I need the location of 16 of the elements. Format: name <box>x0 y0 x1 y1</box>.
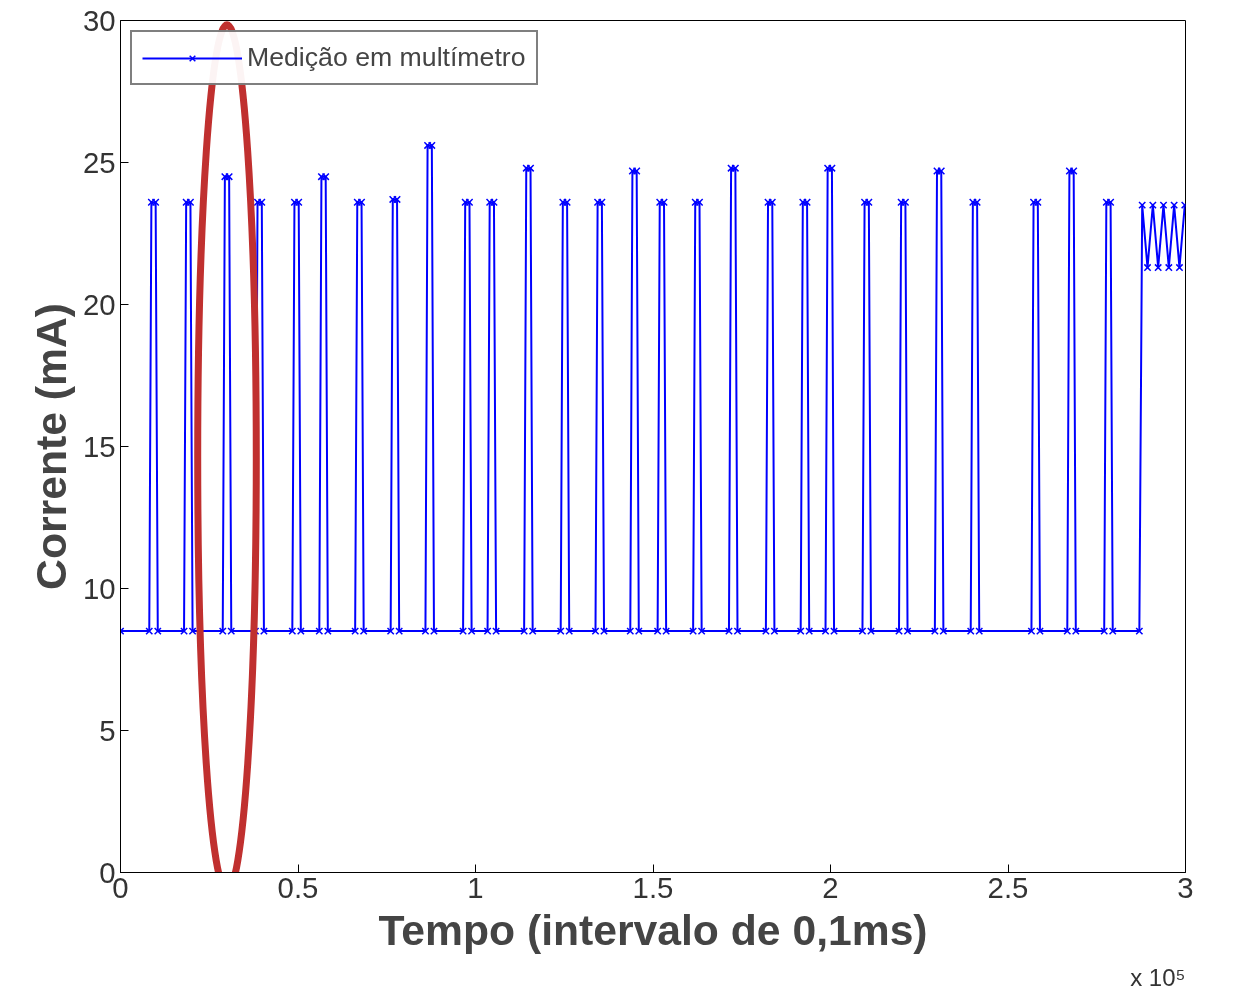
x-tick-label: 2 <box>822 870 839 904</box>
x-tick-label: 3 <box>1177 870 1194 904</box>
x-tick-label: 0.5 <box>277 870 319 904</box>
y-tick-label: 20 <box>82 287 116 321</box>
legend-label: Medição em multímetro <box>247 42 526 73</box>
y-tick-label: 30 <box>82 3 116 37</box>
y-tick-label: 15 <box>82 429 116 463</box>
x-axis-title: Tempo (intervalo de 0,1ms) <box>378 905 928 954</box>
text: x 10⁵ <box>1130 963 1186 991</box>
x-tick-label: 1 <box>467 870 484 904</box>
x-tick-label: 2.5 <box>987 870 1029 904</box>
y-axis-title: Corrente (mA) <box>26 303 75 590</box>
y-tick-label: 25 <box>82 145 116 179</box>
y-tick-label: 10 <box>82 571 116 605</box>
x-tick-label: 1.5 <box>632 870 674 904</box>
y-tick-label: 5 <box>99 713 116 747</box>
